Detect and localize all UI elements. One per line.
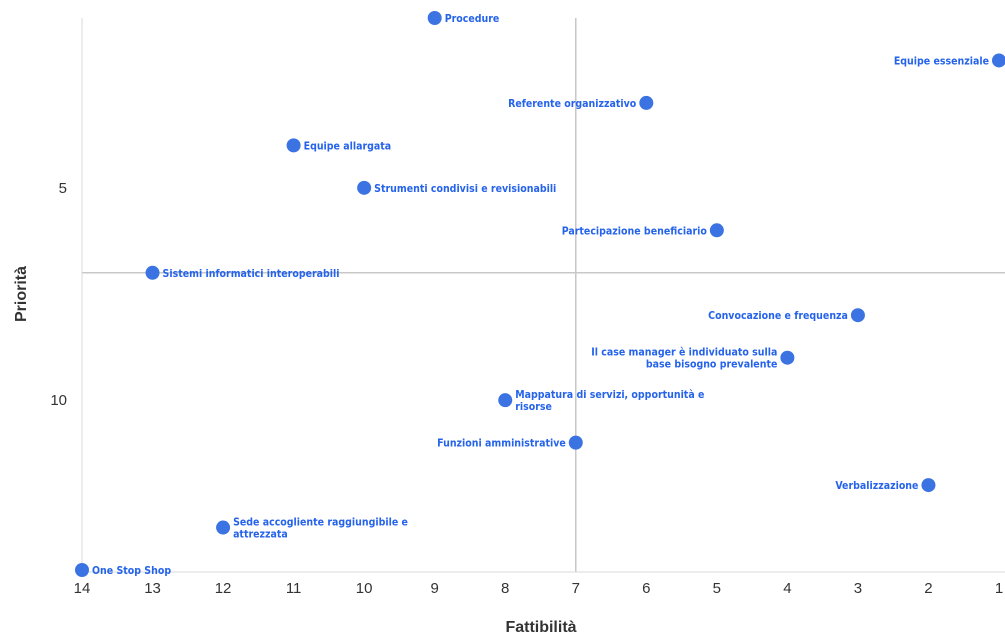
- y-axis-title: Priorità: [13, 266, 30, 322]
- data-point: [639, 95, 654, 110]
- x-tick-label: 2: [924, 580, 932, 597]
- point-label: Il case manager è individuato sulla base …: [591, 347, 777, 371]
- x-tick-label: 4: [783, 580, 791, 597]
- point-label: Referente organizzativo: [508, 98, 637, 110]
- data-point: [357, 180, 372, 195]
- x-tick-label: 14: [74, 580, 91, 597]
- point-label: Mappatura di servizi, opportunità e risor…: [515, 389, 704, 413]
- x-tick-label: 7: [572, 580, 580, 597]
- y-axis-ticks: 5 10: [50, 180, 67, 409]
- x-tick-label: 9: [431, 580, 439, 597]
- x-tick-label: 6: [642, 580, 650, 597]
- x-tick-label: 1: [995, 580, 1003, 597]
- data-points: [75, 11, 1005, 577]
- x-tick-label: 11: [286, 580, 302, 597]
- point-label: Convocazione e frequenza: [708, 310, 848, 322]
- reference-lines: [81, 18, 1005, 572]
- point-label: Procedure: [445, 13, 500, 25]
- data-point: [286, 138, 301, 153]
- point-label: One Stop Shop: [92, 565, 171, 577]
- data-point: [498, 393, 513, 408]
- y-tick-label: 10: [50, 392, 67, 409]
- point-labels: Procedure Equipe essenziale Referente orga…: [92, 13, 989, 577]
- data-point: [780, 350, 795, 365]
- x-tick-label: 12: [215, 580, 232, 597]
- point-label: Verbalizzazione: [835, 480, 918, 492]
- point-label: Funzioni amministrative: [437, 438, 566, 450]
- point-label: Strumenti condivisi e revisionabili: [374, 183, 556, 195]
- y-tick-label: 5: [59, 180, 67, 197]
- point-label: Sistemi informatici interoperabili: [163, 268, 340, 280]
- data-point: [75, 563, 89, 577]
- point-label: Partecipazione beneficiario: [562, 225, 708, 237]
- point-label: Equipe allargata: [304, 140, 392, 152]
- data-point: [427, 11, 442, 25]
- data-point: [568, 435, 583, 450]
- data-point: [709, 223, 724, 238]
- point-label: Sede accogliente raggiungibile e attrezza…: [233, 517, 408, 541]
- x-tick-label: 10: [356, 580, 373, 597]
- x-axis-ticks: 14 13 12 11 10 9 8 7 6 5 4 3 2 1: [74, 580, 1004, 597]
- data-point: [992, 53, 1005, 68]
- x-axis-title: Fattibilità: [505, 619, 576, 635]
- x-tick-label: 3: [854, 580, 862, 597]
- x-tick-label: 13: [144, 580, 161, 597]
- point-label: Equipe essenziale: [894, 55, 989, 67]
- data-point: [850, 308, 865, 323]
- data-point: [921, 478, 936, 493]
- x-tick-label: 8: [501, 580, 509, 597]
- x-tick-label: 5: [713, 580, 721, 597]
- data-point: [145, 265, 160, 280]
- data-point: [216, 520, 231, 535]
